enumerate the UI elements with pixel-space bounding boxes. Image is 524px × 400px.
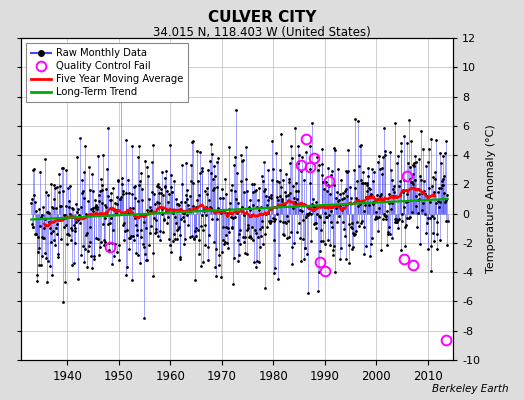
Text: 34.015 N, 118.403 W (United States): 34.015 N, 118.403 W (United States) xyxy=(153,26,371,39)
Y-axis label: Temperature Anomaly (°C): Temperature Anomaly (°C) xyxy=(486,125,496,273)
Text: Berkeley Earth: Berkeley Earth xyxy=(432,384,508,394)
Legend: Raw Monthly Data, Quality Control Fail, Five Year Moving Average, Long-Term Tren: Raw Monthly Data, Quality Control Fail, … xyxy=(26,43,188,102)
Text: CULVER CITY: CULVER CITY xyxy=(208,10,316,25)
